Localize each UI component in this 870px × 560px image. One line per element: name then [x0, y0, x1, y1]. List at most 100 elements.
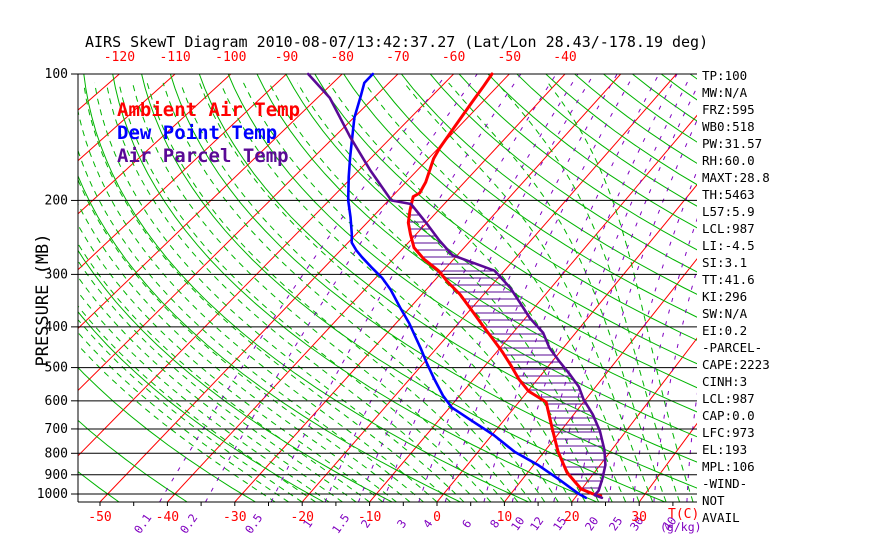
top-temp-tick-label: -100: [215, 50, 246, 65]
moist-adiabat-line: [403, 82, 654, 502]
pressure-tick-label: 300: [45, 267, 68, 282]
dry-adiabat-line: [458, 74, 697, 251]
mixing-ratio-line: [324, 74, 557, 502]
isotherm-line: [78, 74, 454, 457]
stat-item: LCL:987: [702, 221, 755, 236]
dry-adiabat-line: [112, 74, 597, 502]
top-temp-tick-label: -90: [275, 50, 298, 65]
pressure-tick-label: 400: [45, 320, 68, 335]
stat-item: TT:41.6: [702, 272, 755, 287]
moist-adiabat-line: [78, 202, 397, 502]
dry-adiabat-line: [78, 310, 324, 502]
mixing-axis-caption: (g/kg): [660, 520, 702, 534]
mixing-ratio-tick-label: 40: [660, 514, 679, 533]
dry-adiabat-line: [83, 74, 529, 502]
stat-item: CAP:0.0: [702, 408, 755, 423]
moist-adiabat-line: [132, 82, 505, 502]
dry-adiabat-line: [401, 74, 697, 295]
dry-adiabat-line: [574, 74, 697, 164]
moist-adiabat-line: [496, 82, 681, 502]
ambient-temp-curve: [406, 72, 603, 498]
stat-item: CAPE:2223: [702, 357, 770, 372]
pressure-axis-caption: PRESSURE (MB): [33, 233, 53, 366]
bottom-temp-tick-label: 30: [631, 510, 647, 525]
isotherm-line: [234, 74, 622, 502]
mixing-ratio-tick-label: 12: [527, 514, 546, 533]
bottom-temp-tick-label: 10: [497, 510, 513, 525]
mixing-ratio-line: [270, 74, 522, 502]
stat-item: MPL:106: [702, 459, 755, 474]
moist-adiabat-line: [547, 82, 694, 502]
top-temp-tick-label: -50: [498, 50, 521, 65]
bottom-temp-tick-label: -40: [156, 510, 179, 525]
top-temp-tick-label: -70: [386, 50, 409, 65]
bottom-temp-tick-label: -30: [223, 510, 246, 525]
stats-panel: TP:100 MW:N/A FRZ:595 WB0:518 PW:31.57 RH:60.…: [702, 67, 770, 526]
isotherm-line: [0, 74, 8, 502]
bottom-temp-tick-label: -10: [358, 510, 381, 525]
bottom-temp-tick-label: 0: [433, 510, 441, 525]
stat-item: CINH:3: [702, 374, 748, 389]
mixing-ratio-line: [159, 74, 447, 502]
dry-adiabat-line: [516, 74, 697, 207]
mixing-ratio-tick-label: 20: [582, 514, 601, 533]
isotherm-line: [571, 337, 697, 502]
moist-adiabat-line: [78, 178, 411, 502]
stat-item: WB0:518: [702, 119, 755, 134]
dry-adiabat-line: [487, 74, 697, 229]
stat-item: FRZ:595: [702, 102, 755, 117]
isotherm-line: [0, 74, 64, 502]
dry-adiabat-line: [343, 74, 697, 341]
mixing-ratio-line: [653, 267, 697, 502]
dry-adiabat-line: [78, 366, 256, 502]
mixing-ratio-line: [553, 86, 697, 502]
pressure-tick-label: 600: [45, 394, 68, 409]
stat-item: LCL:987: [702, 391, 755, 406]
isotherm-line: [78, 74, 399, 392]
isotherm-line: [78, 74, 232, 215]
moist-adiabat-line: [448, 82, 667, 502]
dry-adiabat-line: [314, 74, 697, 365]
legend-item: Air Parcel Temp: [117, 145, 289, 167]
dry-adiabat-line: [545, 74, 697, 186]
dry-adiabat-line: [78, 470, 120, 502]
moist-adiabat-line: [78, 223, 384, 502]
pressure-tick-label: 800: [45, 446, 68, 461]
top-temp-tick-label: -40: [553, 50, 576, 65]
pressure-tick-label: 1000: [37, 487, 68, 502]
moist-adiabat-line: [219, 82, 573, 502]
isotherm-line: [78, 74, 287, 271]
moist-adiabat-line: [162, 82, 532, 502]
isotherm-line: [78, 74, 120, 111]
top-temp-tick-label: -60: [442, 50, 465, 65]
stat-item: -WIND-: [702, 476, 748, 491]
mixing-ratio-tick-label: 0.1: [131, 511, 154, 536]
isotherm-line: [167, 74, 566, 502]
pressure-tick-label: 100: [45, 67, 68, 82]
sounding-curves: [306, 72, 607, 500]
temp-axis-caption: T(C): [668, 507, 699, 522]
stat-item: L57:5.9: [702, 204, 755, 219]
moist-adiabat-line: [78, 108, 438, 502]
dew-point-curve: [346, 72, 588, 500]
cape-hatch-area: [408, 207, 606, 489]
stat-item: TH:5463: [702, 187, 755, 202]
stat-item: LFC:973: [702, 425, 755, 440]
isotherm-line: [638, 422, 697, 502]
mixing-ratio-line: [418, 74, 618, 502]
pressure-tick-label: 700: [45, 422, 68, 437]
moist-adiabat-line: [105, 82, 478, 502]
mixing-ratio-line: [511, 74, 678, 502]
stat-item: EL:193: [702, 442, 748, 457]
air-parcel-curve: [306, 72, 607, 500]
mixing-ratio-line: [483, 74, 660, 502]
stat-item: SI:3.1: [702, 255, 748, 270]
moist-adiabat-line: [180, 82, 546, 502]
isotherm-line: [436, 183, 697, 502]
stat-item: LI:-4.5: [702, 238, 755, 253]
top-temp-tick-label: -120: [104, 50, 135, 65]
mixing-ratio-line: [632, 217, 697, 502]
dry-adiabat-line: [78, 249, 393, 502]
